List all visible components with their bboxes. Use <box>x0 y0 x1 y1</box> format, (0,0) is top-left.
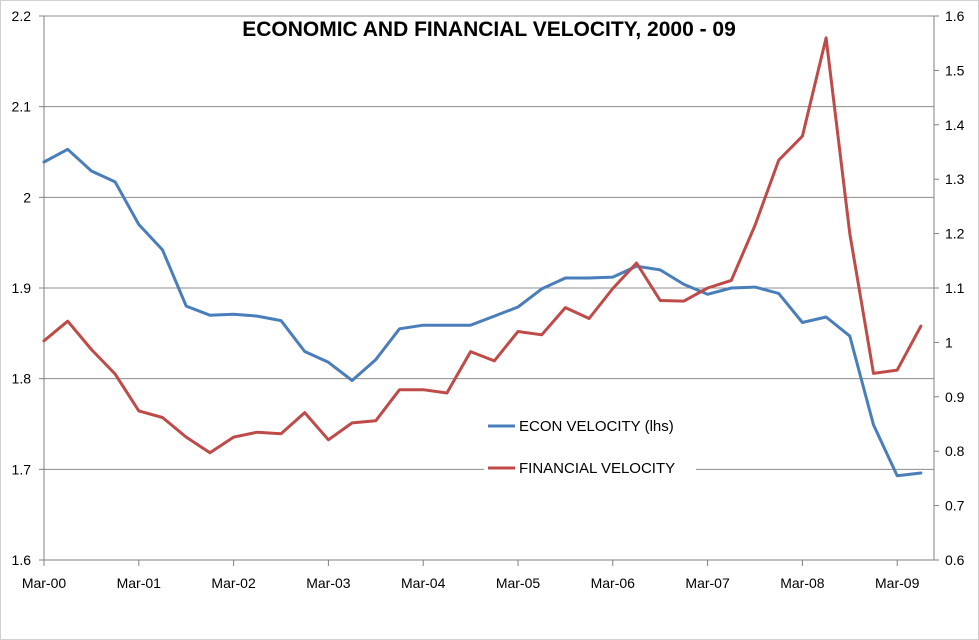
x-axis-tick-label: Mar-00 <box>22 575 67 591</box>
left-axis-tick-label: 1.7 <box>12 461 32 477</box>
x-axis-tick-label: Mar-05 <box>496 575 541 591</box>
chart-title: ECONOMIC AND FINANCIAL VELOCITY, 2000 - … <box>242 18 736 41</box>
right-axis-tick-label: 1.5 <box>945 62 965 78</box>
financial-velocity-line <box>42 36 923 455</box>
econ-velocity-line <box>42 147 923 478</box>
right-axis-tick-label: 0.7 <box>945 498 965 514</box>
x-axis-tick-label: Mar-02 <box>211 575 256 591</box>
x-axis-tick-label: Mar-08 <box>780 575 825 591</box>
x-axis-tick-label: Mar-09 <box>875 575 920 591</box>
legend-label-financial: FINANCIAL VELOCITY <box>519 460 675 477</box>
x-axis-tick-label: Mar-01 <box>117 575 162 591</box>
right-axis-tick-label: 1 <box>945 334 953 350</box>
left-axis-tick-label: 2.1 <box>12 99 32 115</box>
right-axis-tick-label: 1.2 <box>945 226 965 242</box>
legend-label-econ: ECON VELOCITY (lhs) <box>519 418 674 435</box>
right-axis-tick-label: 1.3 <box>945 171 965 187</box>
left-axis-tick-label: 1.9 <box>12 280 32 296</box>
left-axis-tick-label: 1.8 <box>12 371 32 387</box>
x-axis-tick-label: Mar-03 <box>306 575 351 591</box>
left-axis-tick-label: 2.2 <box>12 8 32 24</box>
right-axis-tick-label: 1.1 <box>945 280 965 296</box>
legend-background <box>484 455 696 479</box>
right-axis-tick-label: 1.4 <box>945 117 965 133</box>
left-axis-tick-label: 2 <box>23 189 31 205</box>
legend-background <box>484 413 696 437</box>
x-axis-tick-label: Mar-04 <box>401 575 446 591</box>
right-axis-tick-label: 0.9 <box>945 389 965 405</box>
left-axis-tick-label: 1.6 <box>12 552 32 568</box>
x-axis-tick-label: Mar-06 <box>591 575 636 591</box>
right-axis-tick-label: 0.6 <box>945 552 965 568</box>
x-axis-tick-label: Mar-07 <box>685 575 730 591</box>
right-axis-tick-label: 1.6 <box>945 8 965 24</box>
right-axis-tick-label: 0.8 <box>945 443 965 459</box>
